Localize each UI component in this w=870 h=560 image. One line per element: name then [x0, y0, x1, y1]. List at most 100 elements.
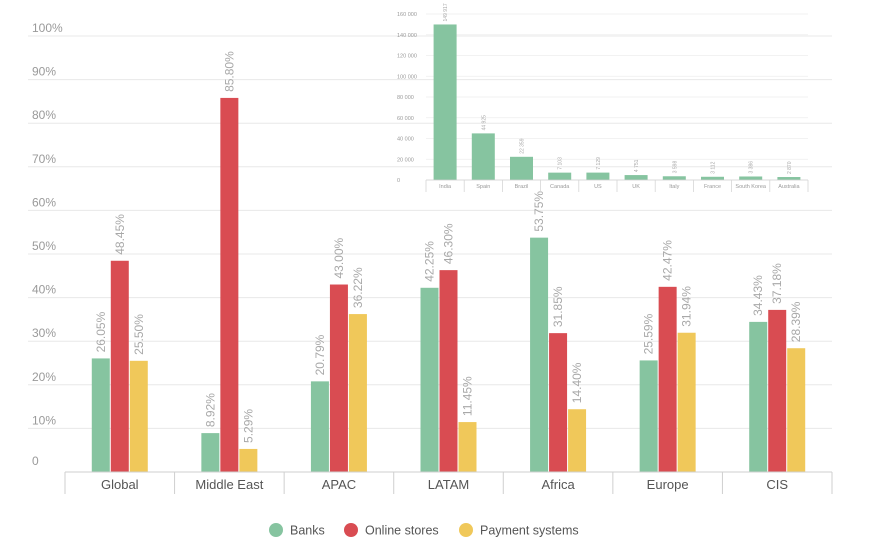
inset-bar-value-label: 44 925: [481, 115, 487, 131]
bar-0-5: [639, 360, 658, 472]
inset-y-tick-label: 160 000: [397, 12, 417, 18]
bar-2-1: [239, 448, 258, 472]
main-y-tick-label: 70%: [32, 152, 56, 166]
inset-bar-value-label: 7 103: [558, 157, 564, 170]
legend-marker-0: [269, 523, 283, 537]
category-label: Europe: [647, 477, 689, 492]
legend-marker-2: [459, 523, 473, 537]
legend-label: Payment systems: [480, 524, 579, 538]
inset-y-tick-label: 60 000: [397, 116, 414, 122]
inset-y-tick-label: 40 000: [397, 137, 414, 143]
inset-y-tick-label: 120 000: [397, 54, 417, 60]
bar-value-label: 28.39%: [789, 301, 803, 342]
bar-value-label: 53.75%: [532, 191, 546, 232]
inset-gridlines: [426, 13, 808, 181]
category-label: Africa: [541, 477, 575, 492]
legend-label: Banks: [290, 524, 325, 538]
inset-bar-3: [548, 172, 572, 180]
legend-label: Online stores: [365, 524, 439, 538]
inset-bar-9: [777, 177, 801, 180]
bar-2-5: [677, 332, 696, 472]
main-y-tick-label: 40%: [32, 283, 56, 297]
main-y-tick-label: 0: [32, 454, 39, 468]
main-y-tick-label: 20%: [32, 370, 56, 384]
inset-category-label: Spain: [476, 184, 490, 190]
bar-1-4: [549, 333, 568, 472]
bar-value-label: 8.92%: [203, 393, 217, 427]
category-label: Global: [101, 477, 139, 492]
category-label: APAC: [322, 477, 356, 492]
bar-value-label: 31.94%: [680, 286, 694, 327]
bar-value-label: 14.40%: [570, 362, 584, 403]
inset-bar-2: [510, 156, 533, 180]
bar-2-6: [787, 348, 806, 472]
bar-1-0: [110, 260, 129, 472]
bar-value-label: 25.50%: [132, 314, 146, 355]
inset-bar-0: [433, 24, 457, 180]
bar-2-2: [348, 314, 367, 472]
bar-value-label: 25.59%: [642, 313, 656, 354]
bar-value-label: 48.45%: [113, 214, 127, 255]
inset-bar-8: [739, 176, 763, 180]
main-value-labels: 26.05% 48.45% 25.50% 8.92% 85.80% 5.29% 20.79%…: [94, 51, 803, 443]
bar-value-label: 36.22%: [351, 267, 365, 308]
bar-1-1: [220, 97, 239, 473]
main-y-ticks: 0 10% 20% 30% 40% 50% 60% 70% 80% 90% 100%: [32, 21, 63, 468]
main-y-tick-label: 50%: [32, 239, 56, 253]
inset-category-label: South Korea: [735, 184, 767, 190]
bar-1-3: [439, 270, 458, 472]
bar-value-label: 5.29%: [241, 409, 255, 443]
bar-value-label: 31.85%: [551, 286, 565, 327]
bar-value-label: 26.05%: [94, 311, 108, 352]
main-y-tick-label: 90%: [32, 65, 56, 79]
bar-0-4: [530, 237, 549, 472]
bar-value-label: 43.00%: [332, 237, 346, 278]
inset-category-label: Canada: [550, 184, 570, 190]
inset-bar-value-label: 3 112: [711, 161, 717, 173]
inset-bar-6: [662, 176, 686, 180]
category-label: LATAM: [428, 477, 469, 492]
bar-value-label: 34.43%: [751, 275, 765, 316]
bar-value-label: 42.47%: [661, 240, 675, 281]
bar-2-4: [568, 409, 587, 472]
inset-bar-value-label: 4 751: [634, 159, 640, 172]
inset-y-tick-label: 0: [397, 178, 400, 184]
inset-category-label: UK: [632, 184, 640, 190]
inset-bar-value-label: 3 598: [672, 161, 678, 174]
main-x-axis: Global Middle East APAC LATAM Africa Europe CI…: [64, 471, 833, 494]
bar-value-label: 20.79%: [313, 334, 327, 375]
inset-y-tick-label: 20 000: [397, 157, 414, 163]
bar-1-5: [658, 286, 677, 472]
inset-bar-5: [624, 175, 648, 180]
bar-0-0: [91, 358, 110, 472]
bar-0-6: [749, 321, 768, 472]
bar-0-1: [201, 433, 220, 472]
inset-bar-value-label: 2 870: [787, 161, 793, 174]
inset-value-labels: 149 917 44 925 22 359 7 103 7 129 4 751 3 598 3…: [443, 3, 793, 174]
main-y-tick-label: 100%: [32, 21, 63, 35]
bar-2-3: [458, 422, 477, 472]
inset-bar-4: [586, 172, 610, 180]
inset-bar-value-label: 3 386: [749, 161, 755, 174]
inset-category-label: Italy: [669, 184, 679, 190]
inset-bar-1: [471, 133, 495, 180]
main-y-tick-label: 60%: [32, 195, 56, 209]
bar-1-2: [329, 284, 348, 472]
bar-2-0: [129, 360, 148, 472]
bar-value-label: 85.80%: [222, 51, 236, 92]
bar-value-label: 37.18%: [770, 263, 784, 304]
inset-bar-value-label: 149 917: [443, 3, 449, 21]
bar-value-label: 42.25%: [423, 241, 437, 282]
legend-marker-1: [344, 523, 358, 537]
inset-bar-value-label: 22 359: [520, 138, 526, 154]
inset-x-axis: India Spain Brazil Canada US UK Italy France Sou…: [425, 179, 809, 192]
inset-bar-value-label: 7 129: [596, 157, 602, 170]
category-label: CIS: [766, 477, 788, 492]
bar-value-label: 11.45%: [461, 376, 475, 416]
main-y-tick-label: 80%: [32, 108, 56, 122]
legend: Banks Online stores Payment systems: [269, 523, 579, 538]
inset-y-tick-label: 100 000: [397, 74, 417, 80]
inset-bar-7: [701, 176, 724, 180]
